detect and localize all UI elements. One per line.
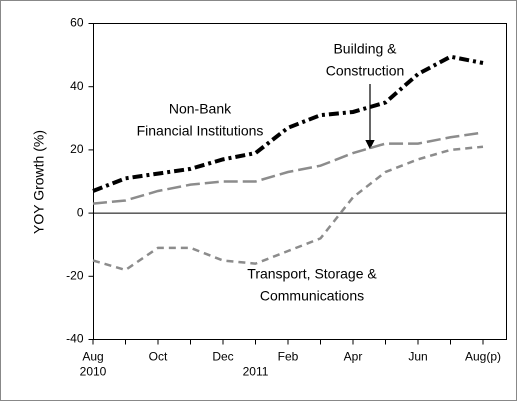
x-tick-label: Dec xyxy=(212,350,233,364)
x-tick-label: Jun xyxy=(408,350,427,364)
y-tick-label: -20 xyxy=(66,268,84,282)
series-label: Transport, Storage & xyxy=(247,266,377,282)
x-tick-label: Aug xyxy=(82,350,103,364)
x-tick-label: Apr xyxy=(344,350,363,364)
y-tick-label: -40 xyxy=(66,332,84,346)
y-tick-label: 0 xyxy=(77,205,84,219)
series-line xyxy=(92,145,484,272)
x-tick-label: Feb xyxy=(278,350,299,364)
y-tick-label: 20 xyxy=(70,142,84,156)
y-tick-label: 60 xyxy=(70,16,84,30)
x-tick-label: Aug(p) xyxy=(465,350,501,364)
plot-area xyxy=(93,23,507,340)
series-line xyxy=(92,54,484,193)
y-tick-label: 40 xyxy=(70,79,84,93)
series-label: Non-Bank xyxy=(169,101,232,117)
series-label: Building & xyxy=(333,41,397,57)
year-label: 2010 xyxy=(80,365,107,379)
x-tick-label: Oct xyxy=(149,350,168,364)
series-line xyxy=(92,131,484,205)
series-label: Communications xyxy=(260,288,364,304)
y-axis-label: YOY Growth (%) xyxy=(31,130,47,234)
series-label: Financial Institutions xyxy=(137,123,264,139)
year-label: 2011 xyxy=(243,365,269,379)
series-label: Construction xyxy=(326,63,405,79)
